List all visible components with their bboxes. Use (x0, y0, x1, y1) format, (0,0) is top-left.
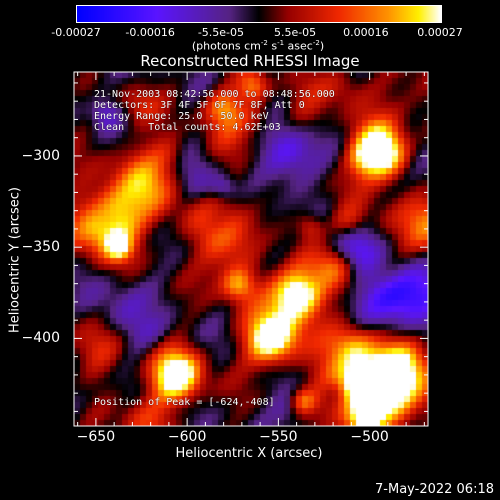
y-tick-label: −300 (21, 147, 60, 164)
detectors-annotation: Detectors: 3F 4F 5F 6F 7F 8F, Att 0 (94, 100, 305, 111)
colorbar-tick-label: -0.00016 (125, 26, 175, 39)
timestamp: 7-May-2022 06:18 (375, 482, 494, 497)
colorbar-unit-label: (photons cm-2 s-1 asec-2) (191, 39, 325, 53)
clean-annotation: Clean Total counts: 4.62E+03 (94, 122, 281, 133)
x-tick-label: −500 (350, 429, 389, 445)
chart-title: Reconstructed RHESSI Image (140, 52, 360, 70)
colorbar-tick-label: -5.5e-05 (197, 26, 245, 39)
y-axis-label: Heliocentric Y (arcsec) (7, 187, 23, 333)
time-range-annotation: 21-Nov-2003 08:42:56.000 to 08:48:56.000 (94, 89, 335, 100)
y-tick-label: −350 (21, 239, 60, 256)
peak-position-annotation: Position of Peak = [-624,-408] (94, 397, 275, 408)
x-tick-label: −650 (76, 429, 116, 445)
x-tick-label: −550 (259, 429, 298, 445)
colorbar-tick-label: 0.00027 (417, 26, 463, 39)
colorbar (76, 5, 442, 23)
energy-annotation: Energy Range: 25.0 - 50.0 keV (94, 111, 269, 122)
x-axis-label: Heliocentric X (arcsec) (175, 446, 323, 461)
x-tick-label: −600 (167, 429, 207, 445)
y-tick-label: −400 (21, 330, 60, 347)
colorbar-tick-label: 0.00016 (343, 26, 389, 39)
colorbar-tick-label: -0.00027 (51, 26, 101, 39)
colorbar-tick-label: 5.5e-05 (273, 26, 317, 39)
